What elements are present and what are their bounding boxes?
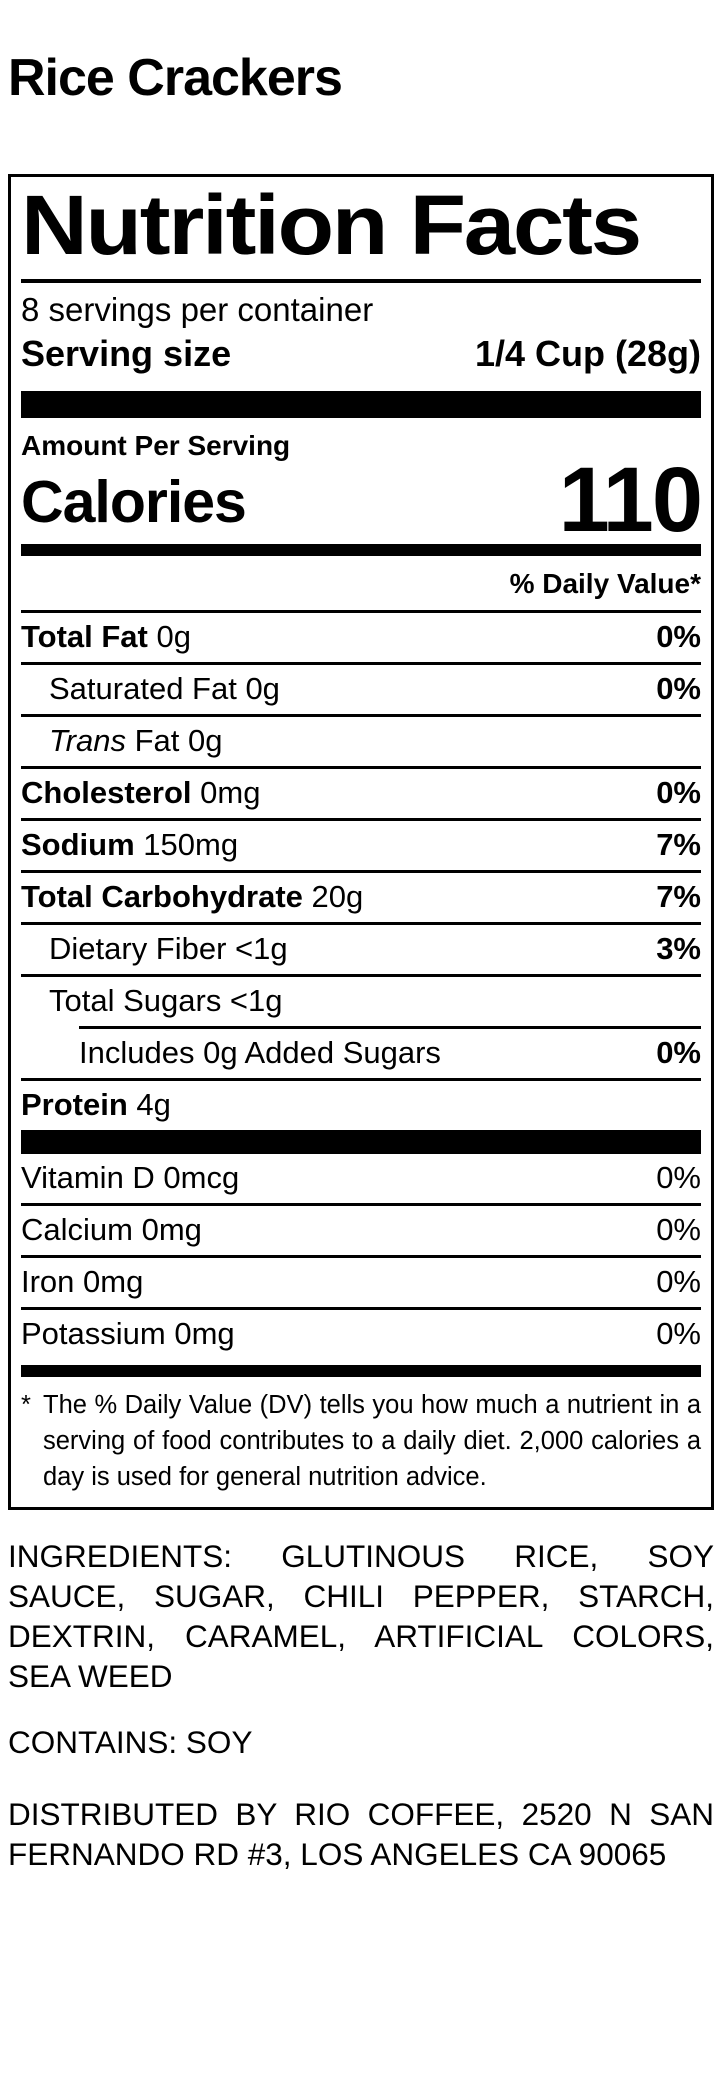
serving-size-row: Serving size 1/4 Cup (28g) bbox=[21, 332, 701, 375]
nutrient-name: Total Carbohydrate 20g bbox=[21, 879, 364, 915]
nutrient-row: Trans Fat 0g bbox=[21, 714, 701, 766]
nutrient-row: Dietary Fiber <1g 3% bbox=[21, 922, 701, 974]
nutrient-name: Dietary Fiber <1g bbox=[49, 931, 288, 967]
footnote-text: The % Daily Value (DV) tells you how muc… bbox=[43, 1391, 701, 1492]
nutrient-row: Protein 4g bbox=[21, 1078, 701, 1130]
nutrition-facts-heading-text: Nutrition Facts bbox=[21, 178, 642, 272]
nutrient-name: Cholesterol 0mg bbox=[21, 775, 261, 811]
nutrient-name: Trans Fat 0g bbox=[49, 723, 223, 759]
nutrient-name: Total Sugars <1g bbox=[49, 983, 283, 1019]
daily-value-percent: 0% bbox=[656, 1316, 701, 1352]
calories-value: 110 bbox=[558, 448, 703, 551]
daily-value-header: % Daily Value* bbox=[509, 568, 701, 600]
nutrient-row: Cholesterol 0mg 0% bbox=[21, 766, 701, 818]
nutrient-name: Sodium 150mg bbox=[21, 827, 239, 863]
nutrient-row: Iron 0mg 0% bbox=[21, 1255, 701, 1307]
serving-size-label: Serving size bbox=[21, 333, 232, 375]
amount-per-serving-label: Amount Per Serving bbox=[21, 430, 291, 462]
nutrient-row: Saturated Fat 0g 0% bbox=[21, 662, 701, 714]
nutrient-name: Total Fat 0g bbox=[21, 619, 191, 655]
daily-value-percent: 0% bbox=[656, 1160, 701, 1196]
ingredients-text: INGREDIENTS: GLUTINOUS RICE, SOY SAUCE, … bbox=[8, 1538, 714, 1695]
daily-value-percent: 7% bbox=[656, 879, 701, 915]
nutrient-row: Total Sugars <1g bbox=[21, 974, 701, 1026]
heading-rule bbox=[21, 278, 701, 283]
nutrient-name: Vitamin D 0mcg bbox=[21, 1160, 240, 1196]
product-details: INGREDIENTS: GLUTINOUS RICE, SOY SAUCE, … bbox=[8, 1536, 714, 1874]
daily-value-percent: 0% bbox=[656, 1212, 701, 1248]
calories-label: Calories bbox=[21, 469, 247, 536]
daily-value-percent: 0% bbox=[656, 671, 701, 707]
daily-value-percent: 7% bbox=[656, 827, 701, 863]
servings-per-container: 8 servings per container bbox=[21, 290, 374, 328]
nutrition-facts-label: Nutrition Facts 8 servings per container… bbox=[8, 174, 714, 1511]
nutrient-name: Protein 4g bbox=[21, 1087, 171, 1123]
nutrient-name: Iron 0mg bbox=[21, 1264, 144, 1300]
thick-separator-bar bbox=[21, 391, 701, 419]
nutrition-facts-heading: Nutrition Facts bbox=[21, 178, 701, 272]
nutrient-name: Includes 0g Added Sugars bbox=[79, 1035, 441, 1071]
nutrient-row: Vitamin D 0mcg 0% bbox=[21, 1154, 701, 1203]
nutrient-name: Calcium 0mg bbox=[21, 1212, 202, 1248]
daily-value-percent: 0% bbox=[656, 1264, 701, 1300]
serving-size-value: 1/4 Cup (28g) bbox=[474, 333, 701, 375]
daily-value-footnote: * The % Daily Value (DV) tells you how m… bbox=[21, 1387, 701, 1497]
nutrient-name: Potassium 0mg bbox=[21, 1316, 235, 1352]
medium-separator-bar bbox=[21, 544, 701, 557]
thick-separator-bar bbox=[21, 1130, 701, 1155]
footnote-asterisk: * bbox=[21, 1391, 31, 1420]
calories-row: Calories 110 bbox=[21, 448, 703, 551]
nutrient-row: Total Fat 0g 0% bbox=[21, 610, 701, 662]
distributor-text: DISTRIBUTED BY RIO COFFEE, 2520 N SAN FE… bbox=[8, 1796, 714, 1873]
nutrient-row: Sodium 150mg 7% bbox=[21, 818, 701, 870]
daily-value-percent: 0% bbox=[656, 619, 701, 655]
nutrient-rows: Total Fat 0g 0% Saturated Fat 0g 0% Trans Fa… bbox=[21, 610, 701, 1130]
contains-text: CONTAINS: SOY bbox=[8, 1724, 253, 1761]
nutrient-row: Total Carbohydrate 20g 7% bbox=[21, 870, 701, 922]
nutrient-row: Includes 0g Added Sugars 0% bbox=[21, 1026, 701, 1078]
daily-value-percent: 0% bbox=[656, 1035, 701, 1071]
nutrient-row: Potassium 0mg 0% bbox=[21, 1307, 701, 1359]
nutrient-row: Calcium 0mg 0% bbox=[21, 1203, 701, 1255]
daily-value-percent: 3% bbox=[656, 931, 701, 967]
medium-separator-bar bbox=[21, 1365, 701, 1378]
daily-value-percent: 0% bbox=[656, 775, 701, 811]
nutrient-name: Saturated Fat 0g bbox=[49, 671, 280, 707]
product-title: Rice Crackers bbox=[8, 49, 343, 107]
vitamin-rows: Vitamin D 0mcg 0% Calcium 0mg 0% Iron 0mg 0% P… bbox=[21, 1154, 701, 1359]
